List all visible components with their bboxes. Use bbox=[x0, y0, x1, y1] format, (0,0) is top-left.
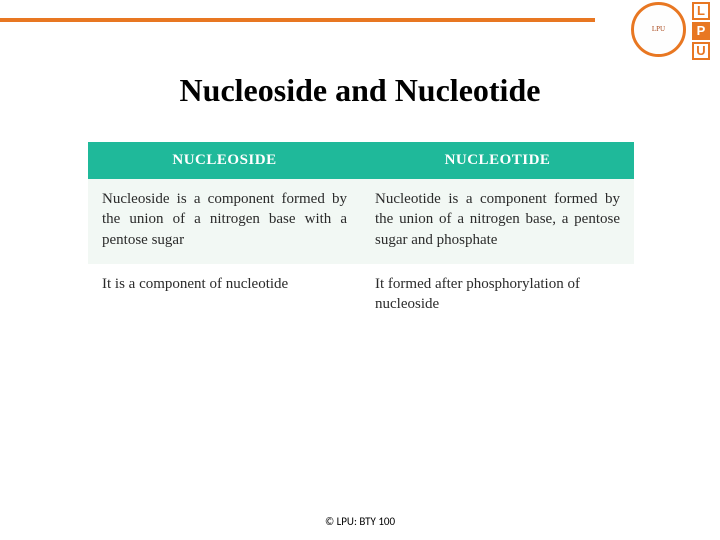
slide-title: Nucleoside and Nucleotide bbox=[0, 72, 720, 109]
table-header-cell: NUCLEOSIDE bbox=[88, 142, 361, 179]
table-cell: It is a component of nucleotide bbox=[88, 264, 361, 329]
logo-letter-stack: LPU bbox=[692, 2, 710, 60]
table-row: Nucleoside is a component formed by the … bbox=[88, 179, 634, 264]
table-cell: Nucleotide is a component formed by the … bbox=[361, 179, 634, 264]
table-header-cell: NUCLEOTIDE bbox=[361, 142, 634, 179]
table-header-row: NUCLEOSIDENUCLEOTIDE bbox=[88, 142, 634, 179]
table-cell: Nucleoside is a component formed by the … bbox=[88, 179, 361, 264]
footer-copyright: © LPU: BTY 100 bbox=[0, 515, 720, 528]
logo-block-p: P bbox=[692, 22, 710, 40]
table-row: It is a component of nucleotideIt formed… bbox=[88, 264, 634, 329]
logo-block-u: U bbox=[692, 42, 710, 60]
header-rule bbox=[0, 18, 595, 22]
logo-seal-text: LPU bbox=[652, 26, 665, 33]
logo-seal-icon: LPU bbox=[631, 2, 686, 57]
logo-group: LPU LPU bbox=[631, 2, 710, 60]
table-body: Nucleoside is a component formed by the … bbox=[88, 179, 634, 328]
table-cell: It formed after phosphorylation of nucle… bbox=[361, 264, 634, 329]
logo-block-l: L bbox=[692, 2, 710, 20]
comparison-table: NUCLEOSIDENUCLEOTIDE Nucleoside is a com… bbox=[88, 142, 634, 328]
